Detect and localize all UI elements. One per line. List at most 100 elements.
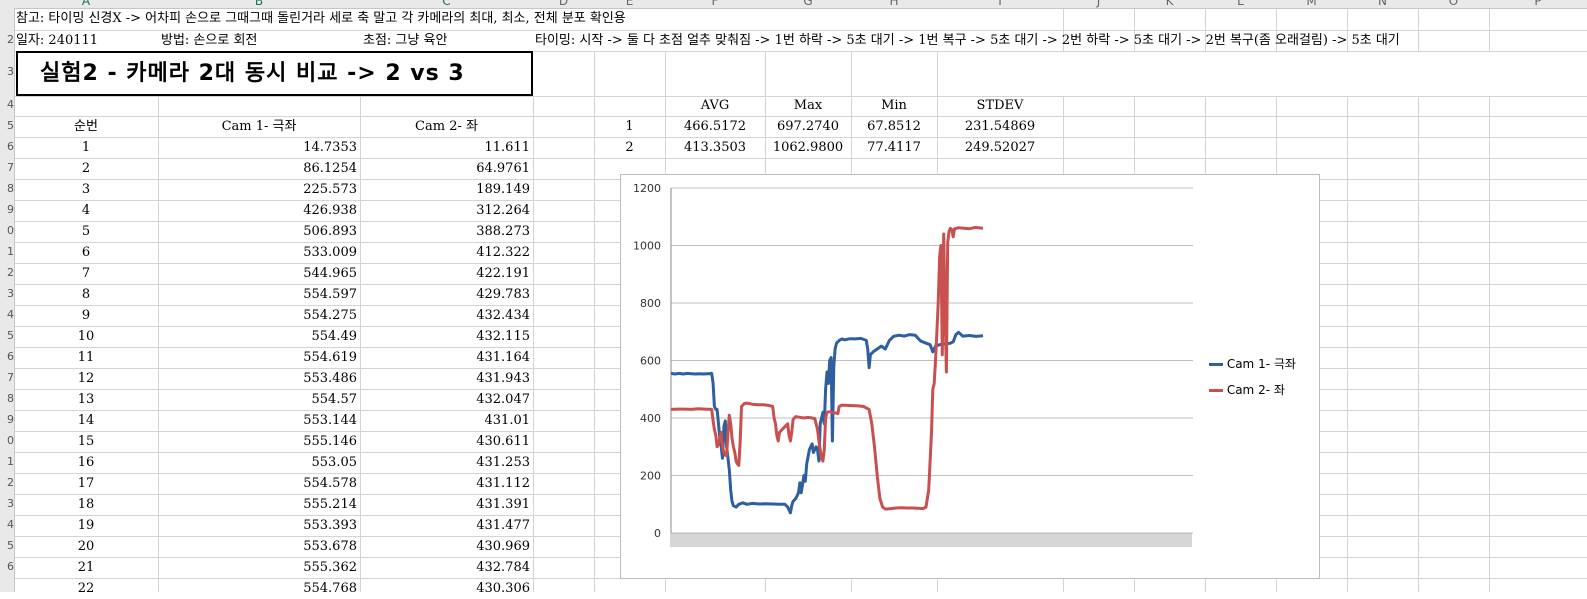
row-index-cell[interactable]: 2 [81, 161, 91, 176]
row-number[interactable]: 4 [7, 308, 14, 321]
timing-cell[interactable]: 타이밍: 시작 -> 둘 다 초점 얼추 맞춰짐 -> 1번 하락 -> 5초 … [535, 33, 1400, 48]
row-number[interactable]: 8 [7, 392, 14, 405]
cam2-value-cell[interactable]: 432.434 [476, 308, 530, 323]
note-cell[interactable]: 참고: 타이밍 신경X -> 어차피 손으로 그때그때 돌린거라 세로 축 말고… [16, 11, 626, 26]
cam1-value-cell[interactable]: 553.678 [303, 539, 357, 554]
column-header-n[interactable]: N [1378, 0, 1387, 8]
cam2-value-cell[interactable]: 430.969 [476, 539, 530, 554]
cam1-value-cell[interactable]: 555.146 [303, 434, 357, 449]
cam1-value-cell[interactable]: 554.275 [303, 308, 357, 323]
column-header-l[interactable]: L [1237, 0, 1244, 8]
table-header-cell[interactable]: 순번 [74, 119, 98, 134]
cam2-value-cell[interactable]: 432.115 [476, 329, 530, 344]
stats-value-cell[interactable]: 697.2740 [776, 119, 840, 134]
row-number[interactable]: 1 [7, 245, 14, 258]
stats-header-avg[interactable]: AVG [700, 98, 730, 113]
cam1-value-cell[interactable]: 14.7353 [303, 140, 357, 155]
stats-value-cell[interactable]: 466.5172 [683, 119, 747, 134]
line-chart[interactable]: 0 200 400 600 800 1000 1200 Cam 1- 극좌 Cam 2- 좌 [620, 174, 1320, 579]
cam1-value-cell[interactable]: 553.486 [303, 371, 357, 386]
cam2-value-cell[interactable]: 431.112 [476, 476, 530, 491]
column-header-k[interactable]: K [1165, 0, 1174, 8]
cam1-value-cell[interactable]: 86.1254 [303, 161, 357, 176]
column-header-a[interactable]: A [81, 0, 91, 8]
table-header-cell[interactable]: Cam 1- 극좌 [221, 119, 297, 134]
row-number[interactable]: 4 [7, 98, 14, 111]
row-index-cell[interactable]: 20 [77, 539, 95, 554]
cam2-value-cell[interactable]: 432.047 [476, 392, 530, 407]
row-number[interactable]: 3 [7, 287, 14, 300]
stats-camera-label[interactable]: 1 [625, 119, 634, 134]
cam2-value-cell[interactable]: 431.01 [484, 413, 531, 428]
column-header-m[interactable]: M [1306, 0, 1317, 8]
cam2-value-cell[interactable]: 431.164 [476, 350, 530, 365]
cam1-value-cell[interactable]: 544.965 [303, 266, 357, 281]
row-number[interactable]: 4 [7, 518, 14, 531]
row-index-cell[interactable]: 9 [81, 308, 91, 323]
row-index-cell[interactable]: 5 [81, 224, 91, 239]
column-header-c[interactable]: C [442, 0, 451, 8]
cam1-value-cell[interactable]: 554.597 [303, 287, 357, 302]
row-number[interactable]: 6 [7, 350, 14, 363]
row-number[interactable]: 1 [7, 455, 14, 468]
cam2-value-cell[interactable]: 431.253 [476, 455, 530, 470]
column-header-f[interactable]: F [711, 0, 719, 8]
row-index-cell[interactable]: 12 [77, 371, 95, 386]
row-number[interactable]: 6 [7, 140, 14, 153]
row-number[interactable]: 2 [7, 476, 14, 489]
row-number[interactable]: 5 [7, 329, 14, 342]
cam1-value-cell[interactable]: 426.938 [303, 203, 357, 218]
row-number[interactable]: 9 [7, 203, 14, 216]
cam2-value-cell[interactable]: 432.784 [476, 560, 530, 575]
row-index-cell[interactable]: 18 [77, 497, 95, 512]
row-index-cell[interactable]: 15 [77, 434, 95, 449]
stats-header-max[interactable]: Max [793, 98, 823, 113]
cam1-value-cell[interactable]: 554.49 [311, 329, 358, 344]
row-index-cell[interactable]: 16 [77, 455, 95, 470]
row-number[interactable]: 6 [7, 560, 14, 573]
stats-value-cell[interactable]: 231.54869 [964, 119, 1036, 134]
row-number[interactable]: 2 [7, 266, 14, 279]
stats-header-stdev[interactable]: STDEV [976, 98, 1024, 113]
row-number[interactable]: 5 [7, 539, 14, 552]
row-index-cell[interactable]: 1 [81, 140, 91, 155]
stats-header-min[interactable]: Min [881, 98, 907, 113]
row-index-cell[interactable]: 19 [77, 518, 95, 533]
stats-value-cell[interactable]: 413.3503 [683, 140, 747, 155]
column-header-g[interactable]: G [803, 0, 813, 8]
cam1-value-cell[interactable]: 533.009 [303, 245, 357, 260]
cam1-value-cell[interactable]: 554.768 [303, 581, 357, 596]
table-header-cell[interactable]: Cam 2- 좌 [415, 119, 478, 134]
stats-camera-label[interactable]: 2 [625, 140, 634, 155]
row-index-cell[interactable]: 21 [77, 560, 95, 575]
stats-value-cell[interactable]: 249.52027 [964, 140, 1036, 155]
column-header-o[interactable]: O [1448, 0, 1459, 8]
cam1-value-cell[interactable]: 555.362 [303, 560, 357, 575]
row-number[interactable]: 3 [7, 65, 14, 78]
column-header-j[interactable]: J [1096, 0, 1101, 8]
row-index-cell[interactable]: 8 [81, 287, 91, 302]
focus-cell[interactable]: 초점: 그냥 육안 [363, 33, 448, 48]
cam2-value-cell[interactable]: 11.611 [484, 140, 531, 155]
cam2-value-cell[interactable]: 431.391 [476, 497, 530, 512]
row-index-cell[interactable]: 10 [77, 329, 95, 344]
method-cell[interactable]: 방법: 손으로 회전 [161, 33, 258, 48]
column-header-e[interactable]: E [625, 0, 634, 8]
cam2-value-cell[interactable]: 312.264 [476, 203, 530, 218]
row-index-cell[interactable]: 7 [81, 266, 91, 281]
cam2-value-cell[interactable]: 430.611 [476, 434, 530, 449]
cam1-value-cell[interactable]: 554.578 [303, 476, 357, 491]
row-index-cell[interactable]: 3 [81, 182, 91, 197]
stats-value-cell[interactable]: 67.8512 [867, 119, 921, 134]
row-index-cell[interactable]: 13 [77, 392, 95, 407]
cam2-value-cell[interactable]: 431.477 [476, 518, 530, 533]
title-cell[interactable]: 실험2 - 카메라 2대 동시 비교 -> 2 vs 3 [16, 51, 533, 96]
cam2-value-cell[interactable]: 64.9761 [476, 161, 530, 176]
row-index-cell[interactable]: 17 [77, 476, 95, 491]
cam2-value-cell[interactable]: 412.322 [476, 245, 530, 260]
date-cell[interactable]: 일자: 240111 [16, 33, 99, 48]
row-number[interactable]: 8 [7, 182, 14, 195]
column-header-i[interactable]: I [998, 0, 1002, 8]
cam1-value-cell[interactable]: 554.57 [311, 392, 358, 407]
cam2-value-cell[interactable]: 388.273 [476, 224, 530, 239]
